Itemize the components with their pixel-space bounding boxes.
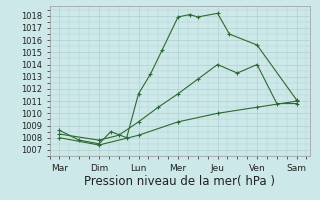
X-axis label: Pression niveau de la mer( hPa ): Pression niveau de la mer( hPa ) (84, 175, 276, 188)
